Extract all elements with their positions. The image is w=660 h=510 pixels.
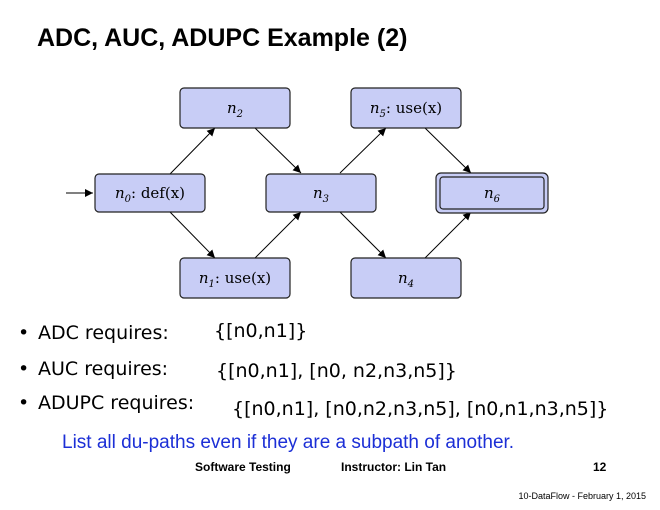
- slide-title: ADC, AUC, ADUPC Example (2): [37, 24, 408, 52]
- edge-n4-n6: [424, 211, 472, 259]
- svg-text:n3: n3: [313, 184, 329, 205]
- node-n4: n4: [350, 257, 462, 299]
- edge-n0-n2: [169, 127, 216, 175]
- bullet: •: [18, 392, 30, 414]
- du-paths-note: List all du-paths even if they are a sub…: [62, 432, 515, 453]
- svg-text:n2: n2: [227, 99, 243, 120]
- edge-n5-n6: [424, 127, 472, 174]
- footer-instructor: Instructor: Lin Tan: [341, 460, 447, 474]
- requirement-label: ADC requires:: [38, 322, 169, 344]
- node-n1: n1: use(x): [179, 257, 291, 299]
- requirement-label: ADUPC requires:: [38, 392, 195, 414]
- footer-page-number: 12: [593, 460, 607, 474]
- requirement-label: AUC requires:: [38, 358, 169, 380]
- bullet: •: [18, 358, 30, 380]
- edge-n2-n3: [254, 127, 302, 174]
- node-n5: n5: use(x): [350, 87, 462, 129]
- svg-text:n0: def(x): n0: def(x): [115, 184, 185, 205]
- edge-n1-n3: [254, 211, 302, 259]
- requirement-value: {[n0,n1], [n0, n2,n3,n5]}: [216, 360, 457, 382]
- node-n2: n2: [179, 87, 291, 129]
- node-n3: n3: [265, 173, 377, 213]
- svg-text:n4: n4: [398, 269, 414, 290]
- bullet: •: [18, 322, 30, 344]
- footer-course: Software Testing: [195, 460, 291, 474]
- dataflow-graph: n2 n5: use(x) n0: def(x) n3 n6 n1: use(x…: [66, 87, 549, 299]
- node-n0: n0: def(x): [94, 173, 206, 213]
- svg-text:n1: use(x): n1: use(x): [199, 269, 271, 290]
- svg-text:n5: use(x): n5: use(x): [370, 99, 442, 120]
- edge-n0-n1: [169, 211, 216, 259]
- node-n6-final: n6: [435, 172, 549, 214]
- footer-date-stamp: 10-DataFlow - February 1, 2015: [518, 491, 646, 501]
- requirement-value: {[n0,n1]}: [214, 320, 308, 342]
- edge-n3-n5: [339, 127, 387, 174]
- requirement-value: {[n0,n1], [n0,n2,n3,n5], [n0,n1,n3,n5]}: [232, 398, 609, 420]
- svg-text:n6: n6: [484, 184, 501, 205]
- edge-n3-n4: [339, 211, 387, 259]
